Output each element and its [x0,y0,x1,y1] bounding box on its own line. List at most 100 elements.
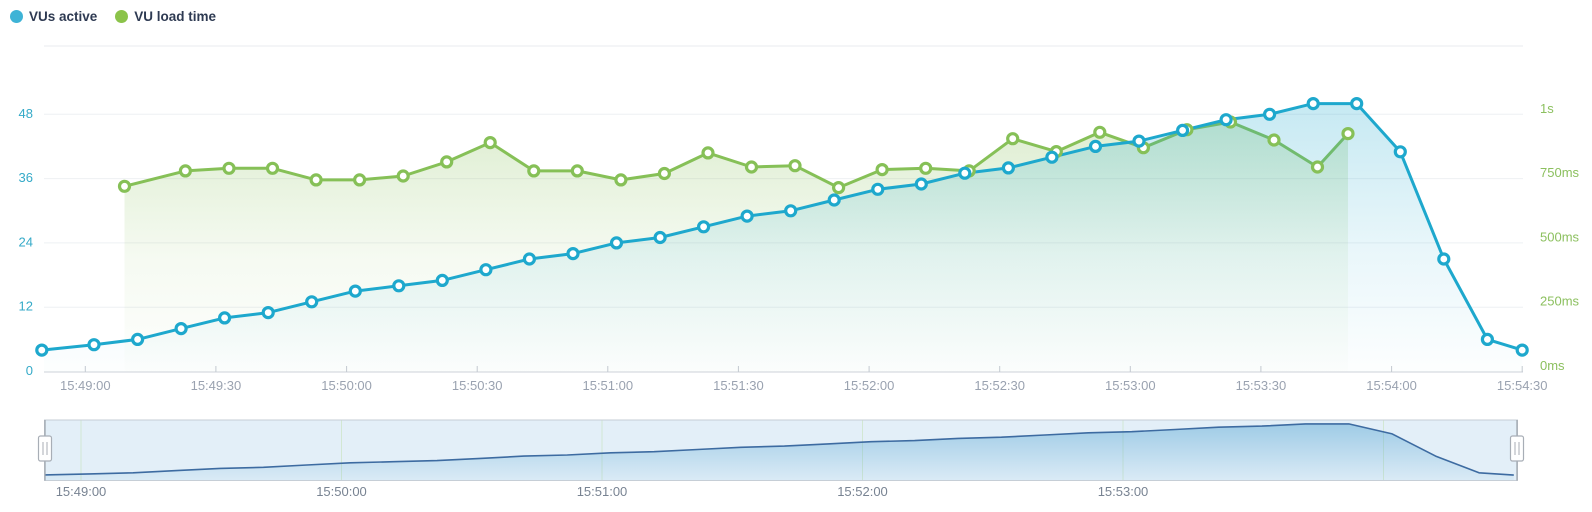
right-y-axis-label: 0ms [1540,358,1565,373]
vus-active-point-marker[interactable] [740,209,754,223]
brush-x-axis-label: 15:53:00 [1098,484,1149,499]
vus-active-point-marker[interactable] [305,295,319,309]
vus-active-point-marker[interactable] [871,182,885,196]
x-axis-label: 15:53:30 [1236,378,1287,393]
vu-load-time-point-marker[interactable] [744,160,759,174]
vus-active-point-marker[interactable] [827,193,841,207]
vus-active-point-marker[interactable] [479,263,493,277]
vu-load-time-point-marker[interactable] [701,146,715,160]
vu-load-time-point-marker[interactable] [919,161,933,175]
vus-active-point-marker[interactable] [522,252,537,266]
vus-active-dot-icon [10,10,23,23]
x-axis-label: 15:50:00 [321,378,372,393]
vus-active-point-marker[interactable] [35,343,49,357]
vus-active-point-marker[interactable] [131,332,145,346]
right-y-axis-label: 750ms [1540,165,1580,180]
vu-load-time-point-marker[interactable] [570,164,584,178]
vu-load-time-point-marker[interactable] [788,159,802,173]
x-axis-label: 15:52:30 [974,378,1025,393]
brush-handle-right-grip[interactable] [1509,435,1525,462]
vu-load-time-point-marker[interactable] [657,166,672,181]
vus-active-point-marker[interactable] [914,177,928,191]
vu-load-time-point-marker[interactable] [1267,133,1281,147]
vu-load-time-point-marker[interactable] [265,161,280,175]
vu-load-time-point-marker[interactable] [527,164,541,178]
vu-load-time-point-marker[interactable] [117,179,132,193]
vus-active-point-marker[interactable] [1437,252,1451,266]
vu-load-time-point-marker[interactable] [1093,125,1107,139]
vus-active-point-marker[interactable] [566,247,580,261]
brush-handle-right[interactable] [1509,420,1525,481]
vus-active-point-marker[interactable] [653,230,667,245]
brush-x-axis-label: 15:49:00 [56,484,107,499]
vus-active-point-marker[interactable] [392,279,406,293]
vus-active-area [44,103,1523,372]
x-axis-label: 15:49:30 [191,378,242,393]
legend-item-vu-load-time[interactable]: VU load time [115,9,216,24]
legend-label-vu-load-time: VU load time [134,9,217,24]
x-axis-label: 15:53:00 [1105,378,1156,393]
vu-load-time-markers [117,115,1355,195]
vu-load-time-point-marker[interactable] [1310,160,1325,174]
x-axis-label: 15:50:30 [452,378,503,393]
vus-active-point-marker[interactable] [1262,107,1277,121]
brush-line [44,423,1514,476]
left-y-axis-label: 36 [19,170,33,185]
left-y-axis-label: 48 [19,106,33,121]
vus-active-point-marker[interactable] [1088,139,1103,153]
vu-load-time-point-marker[interactable] [1006,132,1020,146]
vu-load-time-point-marker[interactable] [353,173,367,187]
vus-active-point-marker[interactable] [1393,145,1407,159]
brush-x-axis-label: 15:50:00 [316,484,367,499]
vus-active-point-marker[interactable] [1219,113,1233,127]
brush-chart: 15:49:00 15:50:00 15:51:00 15:52:00 15:53:00 [37,419,1525,499]
vus-active-point-marker[interactable] [435,273,449,287]
vus-active-point-marker[interactable] [348,284,362,298]
vus-active-point-marker[interactable] [218,311,232,325]
legend-label-vus-active: VUs active [29,9,98,24]
vu-load-time-point-marker[interactable] [396,169,410,183]
brush-x-axis-label: 15:51:00 [577,484,628,499]
x-axis-label: 15:54:00 [1366,378,1417,393]
vu-load-time-point-marker[interactable] [875,163,889,177]
vus-active-point-marker[interactable] [1515,343,1529,357]
vus-active-point-marker[interactable] [261,306,275,320]
vus-active-point-marker[interactable] [609,236,624,250]
right-y-axis-label: 250ms [1540,294,1580,309]
vu-load-time-point-marker[interactable] [440,155,454,169]
vu-load-time-point-marker[interactable] [483,136,497,150]
x-axis-label: 15:52:00 [844,378,895,393]
brush-handle-left-grip[interactable] [37,435,53,462]
vus-active-point-marker[interactable] [1175,123,1190,137]
vus-active-point-marker[interactable] [1350,96,1364,111]
vu-load-time-point-marker[interactable] [222,161,236,175]
vus-active-point-marker[interactable] [696,220,711,234]
x-axis-label: 15:51:30 [713,378,764,393]
vus-active-point-marker[interactable] [1306,96,1320,111]
vu-load-time-point-marker[interactable] [309,173,323,187]
vus-active-point-marker[interactable] [1132,134,1146,148]
legend-item-vus-active[interactable]: VUs active [10,9,97,24]
left-y-axis-label: 24 [19,234,33,249]
vus-active-point-marker[interactable] [1045,150,1059,164]
left-y-axis-label: 12 [19,299,33,314]
right-y-axis-label: 1s [1540,101,1554,116]
main-chart: 15:49:00 15:49:30 15:50:00 15:50:30 15:51:00… [19,45,1580,393]
vu-load-time-point-marker[interactable] [178,164,192,178]
brush-handle-left[interactable] [37,420,53,481]
vu-load-time-point-marker[interactable] [831,181,846,195]
x-axis-label: 15:51:00 [582,378,633,393]
vus-active-point-marker[interactable] [87,338,101,352]
vus-active-markers [35,96,1529,357]
vu-load-time-dot-icon [115,10,129,23]
vus-active-point-marker[interactable] [784,204,798,218]
vus-active-point-marker[interactable] [1480,332,1495,346]
vus-active-point-marker[interactable] [958,166,972,180]
vu-load-time-point-marker[interactable] [1341,127,1355,141]
vus-active-point-marker[interactable] [174,322,188,336]
x-axis-label: 15:49:00 [60,378,111,393]
vus-active-point-marker[interactable] [1001,161,1016,175]
vu-load-time-point-marker[interactable] [614,173,628,187]
